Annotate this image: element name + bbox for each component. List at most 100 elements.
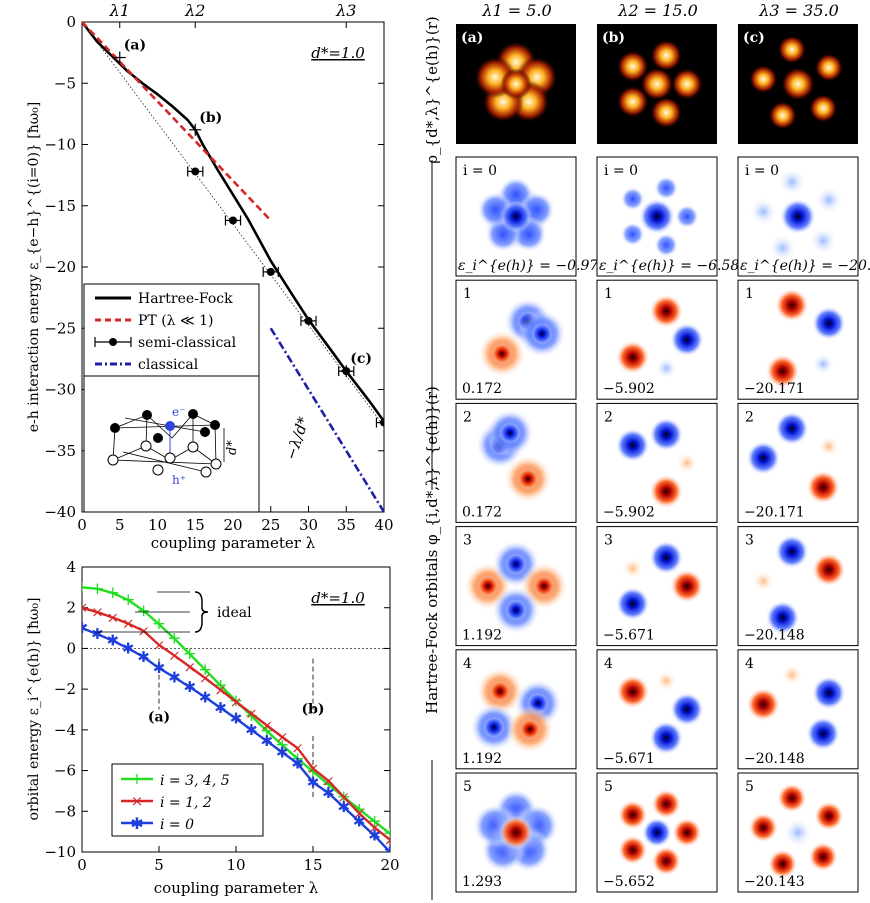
orbital-core [531, 322, 553, 345]
top-xtick-label: 35 [337, 516, 356, 534]
bottom-xtick-label: 0 [77, 856, 87, 874]
bottom-ytick-label: 2 [66, 599, 76, 617]
legend-swatch-semi-dot [109, 338, 117, 346]
series-marker: ✱ [184, 678, 197, 696]
top-xtick-label: 40 [374, 516, 393, 534]
bottom-ytick-label: −8 [54, 802, 76, 820]
series-marker: ✱ [76, 619, 89, 637]
orbital-core [477, 575, 499, 598]
orbital-core [783, 817, 813, 848]
series-marker: ✱ [168, 668, 181, 686]
inset-distance-label: d* [225, 440, 240, 455]
orbital-lobe [655, 669, 678, 692]
orbital-core [639, 198, 675, 235]
point-label: (a) [124, 38, 146, 54]
legend-marker-i12: × [131, 792, 144, 810]
orbital-lobe [814, 186, 843, 215]
series-marker: ✱ [276, 743, 289, 761]
top-ytick-label: −10 [44, 136, 76, 154]
series-classical [269, 327, 384, 512]
series-marker: + [260, 721, 274, 741]
legend-hf: Hartree-Fock [138, 291, 233, 307]
orbital-lobe [813, 801, 844, 832]
orbital-grid: λ1 = 5.0 (a) i = 0 ε_i^{e(h)} = −0.975 1 0.17… [455, 1, 870, 893]
series-marker: × [91, 603, 104, 621]
density-peak [808, 93, 838, 123]
top-lambda-label: λ2 [184, 1, 205, 20]
orbital-energy-label: 0.172 [462, 381, 502, 397]
orbital-lobe [654, 233, 679, 258]
orbital-energy-label: −20.148 [744, 628, 805, 644]
series-marker: × [214, 681, 227, 699]
orbital-energy-label: −5.671 [603, 628, 655, 644]
orbital-core [505, 599, 527, 622]
orbital-lobe [811, 306, 846, 341]
orbital-lobe [746, 687, 781, 722]
series-marker: × [384, 831, 397, 849]
orbital-core [483, 716, 505, 739]
orbital-lobe [746, 441, 781, 476]
legend-marker-i345: + [130, 769, 143, 788]
density-row-label: ρ_{d*,λ}^{e(h)}(r) [423, 16, 441, 164]
series-line [82, 606, 390, 841]
orbital-lobe [765, 354, 800, 389]
top-ylabel: e-h interaction energy ε_{e−h}^{(i=0)} [… [26, 102, 42, 432]
density-center-peak [781, 67, 815, 101]
orbital-energy-label: −5.671 [603, 751, 655, 767]
series-marker: ✱ [368, 827, 381, 845]
series-marker: ✱ [230, 710, 243, 728]
series-marker: + [75, 577, 89, 597]
series-pt [82, 22, 272, 222]
density-peak [616, 85, 649, 118]
orbital-index-label: 3 [604, 533, 613, 549]
top-legend: Hartree-Fock PT (λ ≪ 1) semi-classical c… [83, 283, 260, 377]
legend-classical: classical [138, 357, 199, 373]
orbital-lobe [774, 288, 809, 323]
column-header: λ2 = 15.0 [617, 1, 698, 20]
semi-point [229, 216, 237, 225]
series-marker: + [121, 590, 135, 610]
orbital-lobe [774, 411, 809, 446]
bottom-ytick-label: −10 [44, 843, 76, 861]
orbital-lobe [808, 841, 839, 872]
orbital-index-label: 4 [604, 656, 613, 672]
orbital-index-label: 4 [745, 656, 754, 672]
density-center-peak [640, 67, 674, 101]
top-d-annotation: d*=1.0 [311, 44, 365, 62]
top-ytick-label: −5 [54, 74, 76, 92]
top-xtick-label: 15 [186, 516, 205, 534]
series-marker: × [153, 636, 166, 654]
orbital-index-label: 1 [463, 286, 472, 302]
orbital-lobe [615, 340, 650, 375]
orbital-label-bg [420, 490, 444, 760]
top-panel: 0 5 10 15 20 25 30 35 40 0 −5 −10 −15 −20 −25 −30 −35 −40… [26, 1, 394, 552]
orbital-lobe [615, 428, 650, 463]
orbital-lobe [776, 783, 807, 814]
orbital-index-label: 1 [604, 286, 613, 302]
ideal-label: ideal [217, 605, 252, 621]
orbital-lobe [806, 470, 841, 505]
series-marker: × [184, 658, 197, 676]
inset-box [83, 375, 260, 513]
bottom-plot-area: (a)(b)+ + + ++++++++++++++++++× × × × ×××××××××… [75, 577, 397, 861]
series-marker: × [322, 772, 335, 790]
slope-annotation: −λ/d* [282, 414, 313, 462]
density-peak [777, 35, 807, 64]
marker-label-a: (a) [148, 710, 170, 726]
orbital-lobe [780, 663, 803, 686]
orbital-lobe [615, 674, 650, 709]
bottom-legend: + i = 3, 4, 5 × i = 1, 2 ✱ i = 0 [111, 763, 264, 837]
orbital-lobe [617, 835, 648, 866]
series-marker: ✱ [384, 843, 397, 861]
orbital-index-label: 2 [463, 409, 472, 425]
bottom-ylabel: orbital energy ε_i^{e(h)} [ħω₀] [26, 598, 42, 821]
orbital-lobe [817, 435, 840, 458]
orbital-lobe [765, 600, 800, 635]
top-ytick-label: −30 [44, 381, 76, 399]
orbital-index-label: i = 0 [604, 163, 638, 179]
series-marker: ✱ [291, 754, 304, 772]
bottom-xtick-label: 20 [380, 856, 399, 874]
top-ytick-label: 0 [66, 13, 76, 31]
orbital-energy-label: 1.293 [462, 874, 502, 890]
